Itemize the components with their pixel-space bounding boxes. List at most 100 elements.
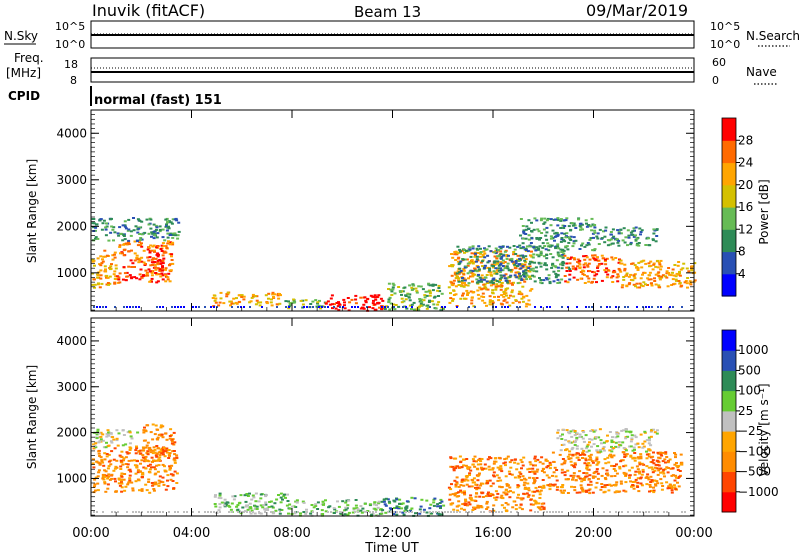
velocity-echo-cell — [115, 459, 119, 462]
power-echo-cell — [164, 245, 168, 248]
velocity-echo-cell — [93, 511, 95, 513]
velocity-echo-cell — [418, 508, 422, 511]
power-echo-cell — [495, 257, 499, 260]
velocity-echo-cell — [249, 511, 251, 513]
time-tick-label: 04:00 — [173, 526, 210, 541]
power-echo-cell — [476, 252, 480, 254]
velocity-echo-cell — [474, 483, 478, 486]
velocity-echo-cell — [561, 491, 565, 494]
power-echo-cell — [122, 248, 126, 251]
velocity-echo-cell — [423, 511, 425, 513]
power-echo-cell — [448, 265, 452, 268]
velocity-echo-cell — [675, 462, 678, 464]
power-echo-cell — [104, 228, 108, 231]
velocity-echo-cell — [153, 468, 157, 471]
velocity-echo-cell — [484, 467, 488, 470]
velocity-echo-cell — [614, 484, 617, 487]
power-echo-cell — [665, 276, 669, 279]
power-echo-cell — [593, 226, 597, 229]
velocity-echo-cell — [302, 511, 306, 513]
velocity-echo-cell — [96, 430, 100, 433]
power-echo-cell — [374, 298, 378, 301]
velocity-echo-cell — [531, 477, 535, 480]
nsky-tick-low: 10^0 — [55, 38, 85, 51]
velocity-echo-cell — [498, 485, 502, 488]
velocity-echo-cell — [144, 467, 148, 470]
power-echo-cell — [149, 227, 153, 230]
power-echo-cell — [678, 274, 682, 277]
power-ytick-label: 2000 — [56, 219, 87, 233]
velocity-echo-cell — [503, 492, 507, 495]
velocity-echo-cell — [124, 463, 128, 465]
power-echo-cell — [557, 247, 561, 250]
power-echo-cell — [400, 293, 403, 296]
power-echo-cell — [503, 298, 507, 301]
power-echo-cell — [346, 297, 350, 299]
velocity-echo-cell — [259, 493, 263, 496]
power-echo-cell — [463, 265, 467, 268]
power-echo-cell — [509, 274, 513, 277]
power-echo-cell — [466, 262, 470, 265]
power-echo-cell — [541, 242, 545, 245]
velocity-echo-cell — [156, 436, 160, 439]
velocity-echo-cell — [138, 511, 140, 513]
power-colorbar-swatch — [722, 184, 736, 208]
velocity-echo-cell — [649, 430, 653, 433]
velocity-echo-cell — [213, 495, 217, 498]
power-echo-cell — [428, 299, 431, 302]
power-echo-cell — [584, 255, 588, 257]
power-echo-cell — [464, 284, 468, 286]
power-echo-cell — [594, 258, 598, 261]
power-echo-cell — [494, 252, 498, 255]
power-echo-cell — [547, 274, 551, 277]
power-echo-cell — [321, 306, 323, 308]
power-echo-cell — [678, 281, 682, 284]
power-echo-cell — [626, 229, 630, 232]
power-echo-cell — [119, 252, 122, 255]
power-echo-cell — [545, 264, 548, 267]
velocity-echo-cell — [585, 466, 589, 468]
velocity-echo-cell — [136, 469, 140, 472]
power-echo-cell — [584, 262, 588, 265]
velocity-echo-cell — [608, 483, 612, 486]
power-echo-cell — [652, 262, 656, 265]
velocity-echo-cell — [305, 508, 308, 511]
power-echo-cell — [157, 273, 161, 276]
power-echo-cell — [494, 286, 498, 289]
freq-unit-label: [MHz] — [6, 66, 41, 80]
power-echo-cell — [389, 288, 393, 291]
power-echo-cell — [242, 295, 246, 298]
velocity-echo-cell — [167, 457, 171, 459]
velocity-echo-cell — [610, 445, 613, 448]
power-echo-cell — [657, 271, 661, 274]
power-echo-cell — [537, 248, 540, 251]
velocity-echo-cell — [139, 449, 143, 452]
power-echo-cell — [371, 295, 375, 298]
velocity-echo-cell — [149, 431, 153, 434]
power-colorbar-tick-label: 4 — [738, 267, 746, 281]
velocity-echo-cell — [229, 508, 233, 511]
power-echo-cell — [96, 306, 98, 308]
power-echo-cell — [127, 243, 131, 246]
power-echo-cell — [483, 264, 487, 267]
velocity-echo-cell — [294, 506, 298, 508]
power-echo-cell — [474, 306, 476, 308]
velocity-echo-cell — [454, 457, 458, 460]
power-echo-cell — [507, 297, 511, 299]
velocity-echo-cell — [551, 483, 554, 486]
power-echo-cell — [213, 299, 217, 302]
velocity-echo-cell — [589, 480, 593, 483]
velocity-echo-cell — [610, 475, 614, 478]
power-echo-cell — [463, 258, 467, 261]
power-echo-cell — [551, 256, 555, 259]
velocity-echo-cell — [477, 459, 481, 461]
velocity-echo-cell — [454, 485, 458, 488]
power-echo-cell — [480, 280, 484, 283]
power-echo-cell — [678, 272, 681, 275]
power-echo-cell — [530, 261, 534, 264]
velocity-echo-cell — [516, 484, 520, 487]
velocity-ylabel: Slant Range [km] — [25, 365, 39, 469]
power-echo-cell — [108, 275, 112, 278]
velocity-echo-cell — [372, 511, 374, 513]
power-echo-cell — [467, 277, 470, 280]
